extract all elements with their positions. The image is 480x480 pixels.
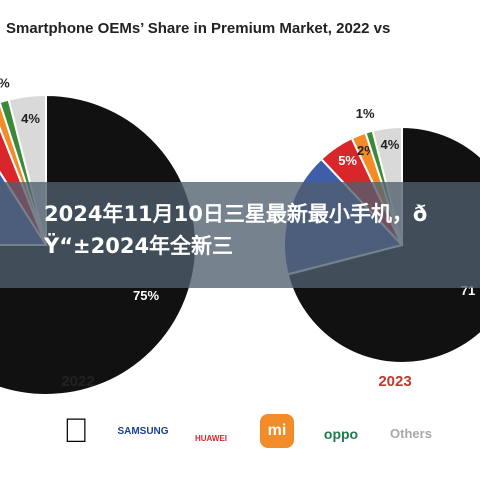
slice-label-oppo: 1%: [0, 76, 10, 91]
legend-others: Others: [390, 426, 432, 441]
legend-oppo: oppo: [323, 426, 359, 442]
apple-logo-icon: : [41, 412, 111, 451]
slice-label-huawei: 5%: [338, 153, 357, 168]
year-label-2022: 2022: [61, 373, 94, 390]
headline-banner: [0, 182, 480, 288]
headline-text: 2024年11月10日三星最新最小手机，ðŸ“±2024年全新三: [44, 202, 428, 258]
legend-huawei: HUAWEI: [195, 434, 227, 443]
slice-label-others: 4%: [21, 111, 40, 126]
chart-title: Smartphone OEMs’ Share in Premium Market…: [6, 20, 391, 37]
slice-label-apple: 75%: [133, 288, 159, 303]
slice-label-others: 4%: [380, 137, 399, 152]
slice-label-oppo: 1%: [356, 106, 375, 121]
year-label-2023: 2023: [378, 373, 411, 390]
legend-samsung: SAMSUNG: [117, 426, 169, 437]
legend-xiaomi: mi: [260, 414, 294, 448]
